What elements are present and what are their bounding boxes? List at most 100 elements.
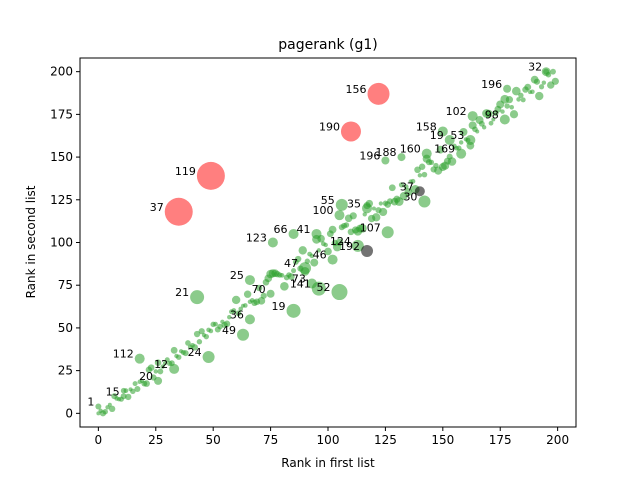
scatter-point (520, 97, 526, 103)
scatter-point (379, 207, 388, 217)
scatter-point (306, 278, 317, 289)
scatter-point (551, 77, 559, 85)
scatter-point (157, 368, 164, 375)
y-tick-label: 50 (58, 321, 73, 335)
scatter-point (533, 78, 541, 85)
scatter-point (418, 163, 426, 170)
scatter-point (323, 242, 328, 248)
scatter-point (231, 308, 237, 313)
y-tick-label: 150 (50, 150, 73, 164)
scatter-point (235, 310, 242, 317)
point-label: 19 (272, 300, 286, 313)
scatter-point (193, 330, 201, 338)
point-label: 119 (175, 165, 196, 178)
scatter-point (414, 186, 425, 197)
scatter-point (267, 237, 278, 248)
scatter-point (331, 284, 348, 301)
point-label: 12 (154, 358, 168, 371)
scatter-point (362, 203, 373, 214)
scatter-point (164, 197, 193, 226)
scatter-point (467, 111, 478, 122)
point-label: 112 (113, 348, 134, 361)
scatter-point (154, 376, 163, 385)
scatter-point (95, 403, 102, 410)
scatter-point (340, 121, 361, 142)
point-label: 37 (400, 180, 414, 193)
scatter-point (388, 184, 396, 192)
scatter-point (524, 83, 532, 91)
y-tick-label: 125 (50, 193, 73, 207)
scatter-point (154, 359, 162, 366)
y-tick-label: 100 (50, 236, 73, 250)
scatter-point (437, 126, 448, 137)
scatter-point (243, 303, 248, 308)
scatter-point (217, 323, 223, 330)
point-label: 35 (347, 197, 361, 210)
scatter-point (410, 178, 416, 184)
point-label: 15 (106, 385, 120, 398)
scatter-point (372, 213, 381, 222)
scatter-point (299, 262, 312, 275)
scatter-point (294, 255, 302, 263)
scatter-point (243, 290, 252, 298)
scatter-point (505, 96, 514, 104)
scatter-point (484, 109, 493, 118)
point-label: 55 (321, 194, 335, 207)
scatter-point (503, 84, 512, 93)
scatter-point (421, 148, 432, 159)
point-label: 158 (416, 120, 437, 133)
scatter-point (491, 117, 496, 122)
point-label: 1 (87, 396, 94, 409)
y-tick-label: 75 (58, 278, 73, 292)
scatter-point (134, 385, 141, 392)
scatter-point (478, 120, 485, 127)
y-tick-label: 0 (65, 406, 73, 420)
x-axis-label: Rank in first list (281, 456, 375, 470)
scatter-point (203, 333, 209, 340)
scatter-point (459, 127, 468, 136)
scatter-point (153, 369, 158, 374)
y-tick-label: 200 (50, 65, 73, 79)
x-tick-label: 125 (374, 433, 397, 447)
x-tick-label: 150 (431, 433, 454, 447)
scatter-point (404, 188, 413, 196)
scatter-point (176, 354, 182, 360)
x-tick-label: 200 (546, 433, 569, 447)
point-label: 47 (284, 257, 298, 270)
scatter-point (530, 89, 535, 95)
chart-title: pagerank (g1) (278, 37, 377, 53)
point-label: 196 (481, 78, 502, 91)
scatter-point (543, 68, 550, 75)
y-tick-label: 25 (58, 364, 73, 378)
scatter-point (381, 226, 394, 239)
x-tick-label: 25 (148, 433, 163, 447)
point-labels-layer: 1561901193721195214112419210755100353037… (87, 61, 542, 409)
scatter-point (123, 388, 129, 394)
x-tick-label: 50 (206, 433, 221, 447)
scatter-point (488, 120, 494, 126)
scatter-point (287, 273, 295, 281)
scatter-point (456, 148, 467, 159)
scatter-point (447, 157, 457, 166)
scatter-point (334, 210, 345, 221)
scatter-point (102, 409, 108, 415)
point-label: 190 (319, 120, 340, 133)
point-label: 100 (312, 204, 333, 217)
scatter-point (202, 350, 215, 363)
y-axis-label: Rank in second list (24, 185, 38, 298)
point-label: 123 (246, 232, 267, 245)
scatter-point (147, 364, 155, 371)
scatter-point (327, 254, 338, 265)
scatter-point (516, 97, 521, 102)
scatter-point (500, 109, 505, 114)
point-label: 73 (292, 273, 306, 286)
scatter-point (185, 340, 191, 346)
scatter-point (398, 182, 405, 188)
scatter-point (535, 91, 544, 101)
scatter-point (509, 104, 515, 110)
point-label: 196 (359, 150, 380, 163)
scatter-point (418, 195, 431, 208)
scatter-point (361, 245, 374, 258)
scatter-point (237, 328, 250, 341)
scatter-point (260, 292, 267, 299)
